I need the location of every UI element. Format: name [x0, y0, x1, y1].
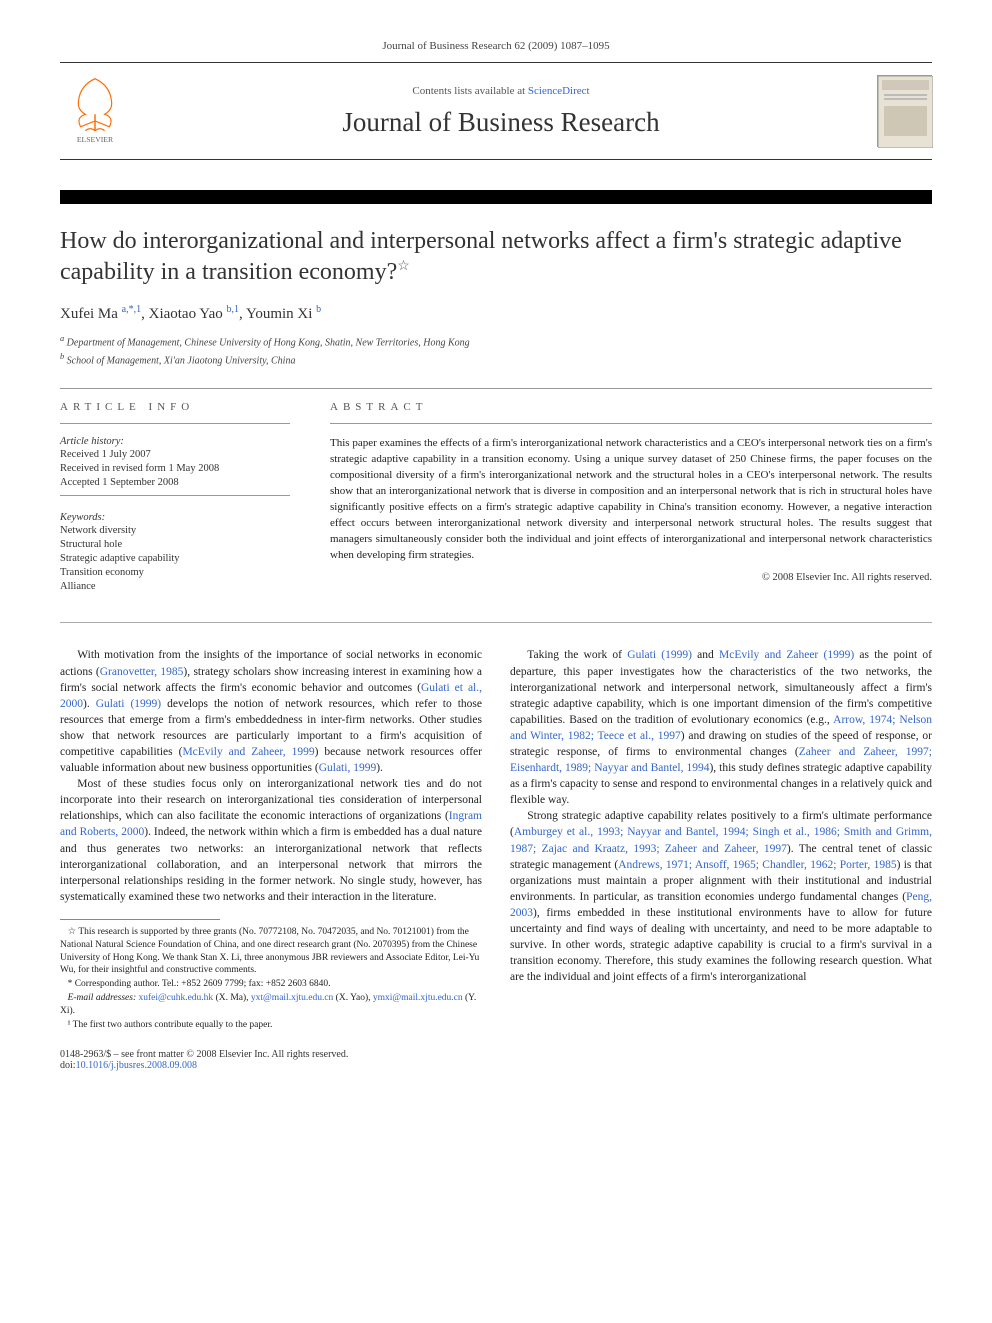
article-title: How do interorganizational and interpers…	[60, 226, 932, 288]
publisher-logo-block: ELSEVIER	[60, 71, 140, 151]
contents-available-line: Contents lists available at ScienceDirec…	[140, 85, 862, 97]
email-ma[interactable]: xufei@cuhk.edu.hk	[138, 993, 213, 1003]
body-paragraph-3: Taking the work of Gulati (1999) and McE…	[510, 647, 932, 808]
history-revised: Received in revised form 1 May 2008	[60, 462, 290, 476]
ref-mcevily-zaheer-1999b[interactable]: McEvily and Zaheer (1999)	[719, 649, 854, 661]
body-two-column: With motivation from the insights of the…	[60, 647, 932, 1031]
keyword-3: Strategic adaptive capability	[60, 552, 290, 566]
keyword-1: Network diversity	[60, 524, 290, 538]
sciencedirect-link[interactable]: ScienceDirect	[528, 85, 590, 97]
keyword-2: Structural hole	[60, 538, 290, 552]
body-paragraph-2: Most of these studies focus only on inte…	[60, 776, 482, 905]
author-1: Xufei Ma	[60, 306, 118, 322]
article-info-heading: article info	[60, 401, 290, 413]
history-accepted: Accepted 1 September 2008	[60, 476, 290, 490]
article-title-text: How do interorganizational and interpers…	[60, 228, 902, 285]
contents-prefix: Contents lists available at	[412, 85, 527, 97]
keyword-4: Transition economy	[60, 566, 290, 580]
body-paragraph-4: Strong strategic adaptive capability rel…	[510, 808, 932, 985]
ref-granovetter-1985[interactable]: Granovetter, 1985	[100, 666, 184, 678]
footnote-funding: ☆ This research is supported by three gr…	[60, 926, 482, 977]
info-divider-top	[60, 388, 932, 389]
doi-link[interactable]: 10.1016/j.jbusres.2008.09.008	[76, 1060, 197, 1071]
ref-mcevily-zaheer-1999[interactable]: McEvily and Zaheer, 1999	[182, 746, 314, 758]
abstract-heading: abstract	[330, 401, 932, 413]
running-head: Journal of Business Research 62 (2009) 1…	[60, 40, 932, 52]
abstract-text: This paper examines the effects of a fir…	[330, 436, 932, 564]
journal-name: Journal of Business Research	[140, 107, 862, 138]
journal-cover-block	[862, 75, 932, 147]
ref-gulati-1999b[interactable]: Gulati, 1999	[319, 762, 377, 774]
page-footer: 0148-2963/$ – see front matter © 2008 El…	[60, 1049, 932, 1071]
footnote-divider	[60, 919, 220, 920]
body-paragraph-1: With motivation from the insights of the…	[60, 647, 482, 776]
affiliations: a Department of Management, Chinese Univ…	[60, 333, 932, 368]
footnotes-block: ☆ This research is supported by three gr…	[60, 926, 482, 1032]
author-2: Xiaotao Yao	[149, 306, 223, 322]
masthead: ELSEVIER Contents lists available at Sci…	[60, 62, 932, 160]
keywords-divider	[60, 495, 290, 496]
author-3-marks[interactable]: b	[316, 304, 321, 315]
author-2-marks[interactable]: b,1	[227, 304, 240, 315]
footnote-corresponding: * Corresponding author. Tel.: +852 2609 …	[60, 978, 482, 991]
author-list: Xufei Ma a,*,1, Xiaotao Yao b,1, Youmin …	[60, 304, 932, 323]
ref-gulati-1999a[interactable]: Gulati (1999)	[96, 698, 161, 710]
ref-classic-strategy[interactable]: Andrews, 1971; Ansoff, 1965; Chandler, 1…	[618, 859, 896, 871]
article-info-row: article info Article history: Received 1…	[60, 401, 932, 594]
footer-left: 0148-2963/$ – see front matter © 2008 El…	[60, 1049, 348, 1071]
article-info-sidebar: article info Article history: Received 1…	[60, 401, 290, 594]
body-divider	[60, 622, 932, 623]
footnote-emails: E-mail addresses: xufei@cuhk.edu.hk (X. …	[60, 992, 482, 1018]
author-1-marks[interactable]: a,*,1	[122, 304, 141, 315]
keyword-5: Alliance	[60, 580, 290, 594]
abstract-copyright: © 2008 Elsevier Inc. All rights reserved…	[330, 572, 932, 583]
title-divider-bar	[60, 190, 932, 204]
keywords-label: Keywords:	[60, 512, 290, 523]
history-divider	[60, 423, 290, 424]
abstract-divider	[330, 423, 932, 424]
elsevier-tree-icon: ELSEVIER	[60, 71, 130, 146]
email-yao[interactable]: yxt@mail.xjtu.edu.cn	[251, 993, 333, 1003]
history-received: Received 1 July 2007	[60, 448, 290, 462]
front-matter-line: 0148-2963/$ – see front matter © 2008 El…	[60, 1049, 348, 1060]
ref-gulati-1999c[interactable]: Gulati (1999)	[627, 649, 692, 661]
footnote-equal-contribution: ¹ The first two authors contribute equal…	[60, 1019, 482, 1032]
journal-cover-thumbnail-icon	[877, 75, 932, 147]
author-3: Youmin Xi	[246, 306, 312, 322]
doi-line: doi:10.1016/j.jbusres.2008.09.008	[60, 1060, 348, 1071]
abstract-column: abstract This paper examines the effects…	[330, 401, 932, 594]
svg-text:ELSEVIER: ELSEVIER	[77, 135, 114, 144]
affiliation-a: a Department of Management, Chinese Univ…	[60, 333, 932, 350]
email-xi[interactable]: ymxi@mail.xjtu.edu.cn	[373, 993, 463, 1003]
history-label: Article history:	[60, 436, 290, 447]
affiliation-b: b School of Management, Xi'an Jiaotong U…	[60, 351, 932, 368]
title-footnote-marker: ☆	[397, 259, 410, 274]
